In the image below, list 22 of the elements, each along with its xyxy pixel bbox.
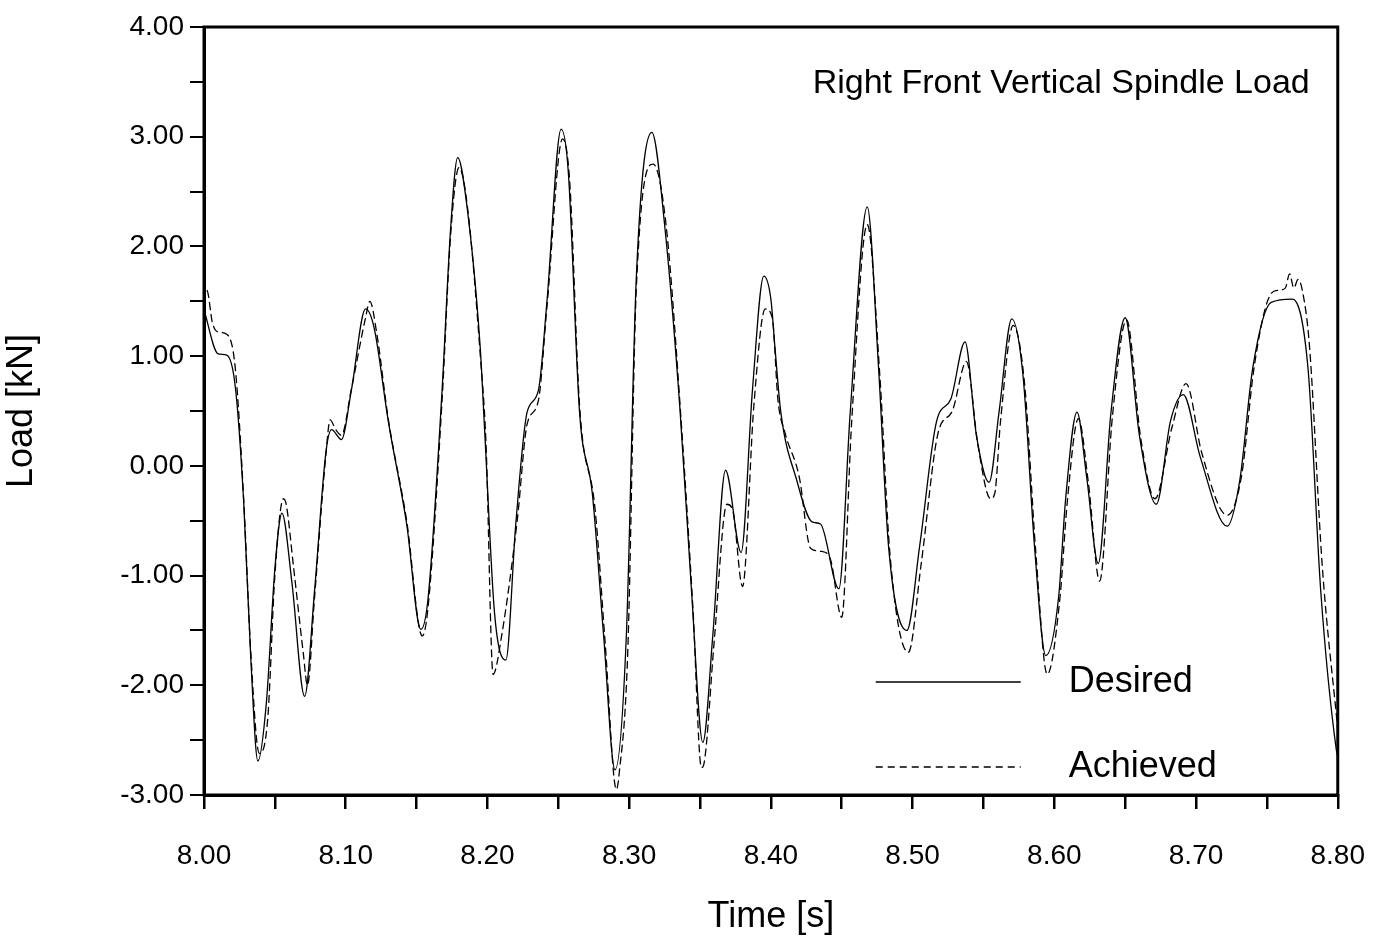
x-tick-label: 8.60: [1027, 838, 1082, 870]
y-tick-label: 2.00: [129, 229, 184, 261]
x-tick-label: 8.10: [318, 838, 373, 870]
x-axis-title: Time [s]: [707, 894, 835, 936]
x-tick-label: 8.30: [601, 838, 657, 870]
legend-label: Achieved: [1068, 743, 1217, 785]
y-tick-label: -2.00: [120, 668, 184, 699]
x-tick-label: 8.70: [1168, 838, 1224, 870]
y-tick-label: -3.00: [120, 777, 184, 809]
x-tick-label: 8.20: [460, 838, 515, 870]
y-tick-label: 1.00: [129, 338, 184, 370]
x-tick-label: 8.00: [176, 838, 232, 870]
y-tick-label: -1.00: [120, 558, 184, 590]
legend-label: Desired: [1068, 658, 1193, 700]
y-axis-title: Load [kN]: [0, 333, 40, 489]
y-tick-label: 0.00: [129, 448, 184, 480]
x-tick-label: 8.50: [885, 838, 940, 870]
y-tick-label: 4.00: [129, 9, 184, 41]
x-tick-label: 8.40: [743, 838, 799, 870]
y-tick-label: 3.00: [129, 119, 184, 151]
x-tick-label: 8.80: [1310, 838, 1365, 870]
text: Right Front Vertical Spindle Load: [812, 62, 1310, 101]
